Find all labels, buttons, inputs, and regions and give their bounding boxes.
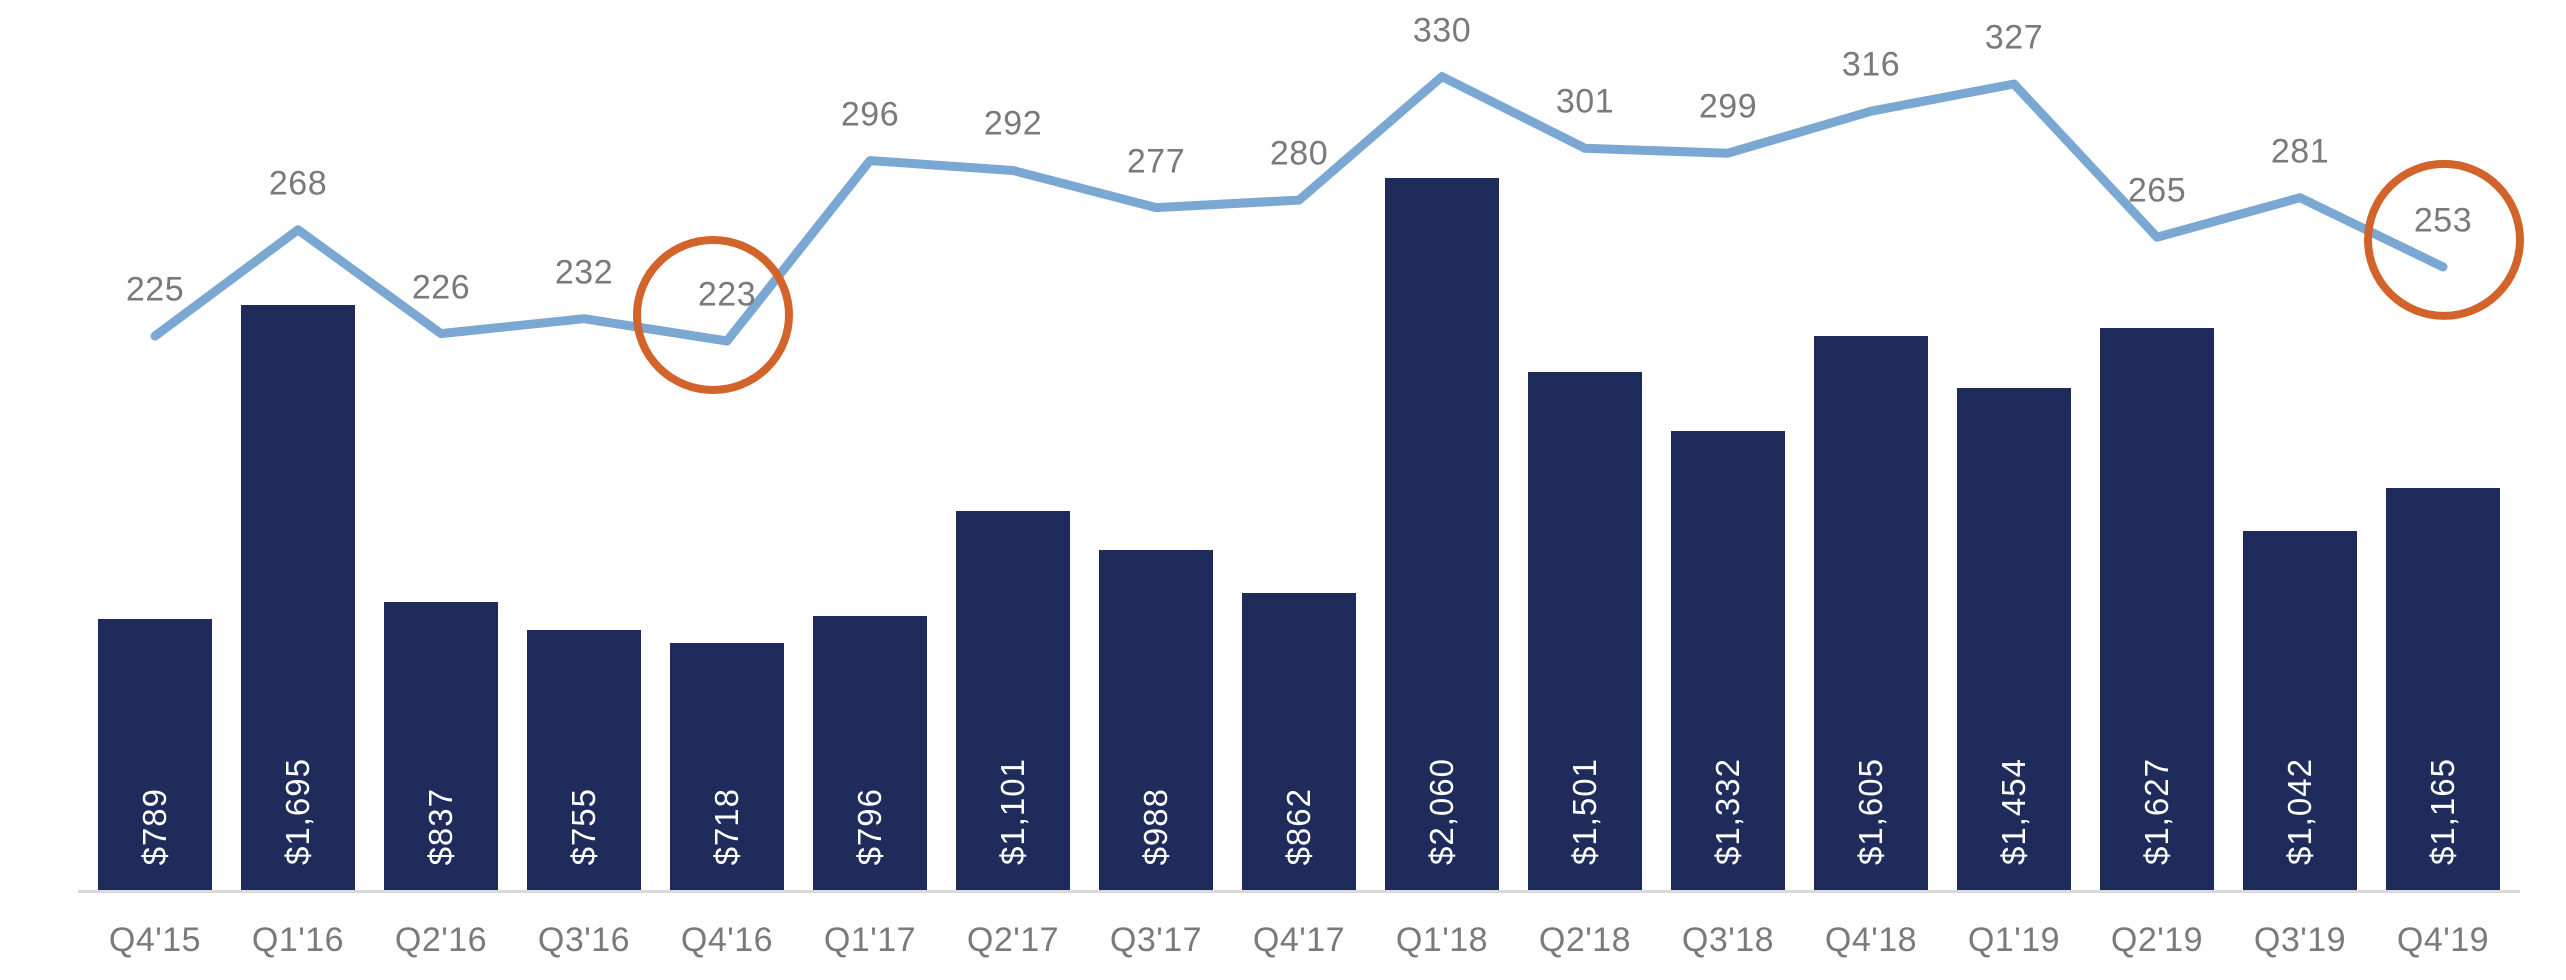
bar-value-label: $1,165 [2424, 758, 2461, 865]
bar: $988 [1099, 550, 1213, 892]
x-axis-label: Q1'19 [1967, 921, 2061, 959]
x-axis-line [78, 890, 2520, 893]
x-axis-label: Q4'16 [680, 921, 774, 959]
line-value-label: 223 [697, 275, 757, 314]
x-axis-label: Q2'19 [2110, 921, 2204, 959]
x-axis-label: Q2'18 [1538, 921, 1632, 959]
line-value-label: 292 [983, 104, 1043, 143]
bar-value-label: $988 [1137, 787, 1174, 865]
bar: $789 [98, 619, 212, 892]
x-axis-label: Q4'17 [1252, 921, 1346, 959]
x-axis-label: Q2'16 [394, 921, 488, 959]
line-value-label: 226 [411, 268, 471, 307]
bar-value-label: $1,101 [994, 758, 1031, 865]
line-value-label: 327 [1984, 18, 2044, 57]
line-value-label: 299 [1698, 87, 1758, 126]
bar: $1,332 [1671, 431, 1785, 892]
line-value-label: 225 [125, 270, 185, 309]
bar-value-label: $1,695 [279, 758, 316, 865]
bar-value-label: $1,605 [1852, 758, 1889, 865]
bar-value-label: $755 [565, 787, 602, 865]
bar: $1,695 [241, 305, 355, 892]
bar: $1,454 [1957, 388, 2071, 892]
x-axis-label: Q1'17 [823, 921, 917, 959]
bar: $1,042 [2243, 531, 2357, 892]
x-axis-label: Q3'17 [1109, 921, 1203, 959]
line-value-label: 277 [1126, 142, 1186, 181]
bar-value-label: $718 [708, 787, 745, 865]
bar-value-label: $1,042 [2281, 758, 2318, 865]
line-value-label: 316 [1841, 45, 1901, 84]
bar-value-label: $796 [851, 787, 888, 865]
line-value-label: 268 [268, 164, 328, 203]
x-axis-label: Q3'18 [1681, 921, 1775, 959]
line-value-label: 265 [2127, 171, 2187, 210]
highlight-circle [633, 236, 793, 394]
bar: $755 [527, 630, 641, 892]
bar-value-label: $1,332 [1709, 758, 1746, 865]
bar: $2,060 [1385, 178, 1499, 892]
bar: $796 [813, 616, 927, 892]
bar-value-label: $789 [136, 787, 173, 865]
bar: $862 [1242, 593, 1356, 892]
bar: $837 [384, 602, 498, 892]
x-axis-label: Q2'17 [966, 921, 1060, 959]
x-axis-label: Q3'16 [537, 921, 631, 959]
x-axis-label: Q4'19 [2396, 921, 2490, 959]
bar: $718 [670, 643, 784, 892]
bar-value-label: $1,501 [1566, 758, 1603, 865]
bar: $1,101 [956, 511, 1070, 892]
line-value-label: 280 [1269, 134, 1329, 173]
x-axis-label: Q4'18 [1824, 921, 1918, 959]
bar: $1,501 [1528, 372, 1642, 892]
bar: $1,605 [1814, 336, 1928, 892]
line-value-label: 301 [1555, 82, 1615, 121]
bar-value-label: $1,454 [1995, 758, 2032, 865]
bar: $1,627 [2100, 328, 2214, 892]
line-value-label: 253 [2413, 201, 2473, 240]
bar: $1,165 [2386, 488, 2500, 892]
line-value-label: 330 [1412, 11, 1472, 50]
x-axis-label: Q1'18 [1395, 921, 1489, 959]
x-axis-label: Q4'15 [108, 921, 202, 959]
x-axis-label: Q3'19 [2253, 921, 2347, 959]
line-value-label: 232 [554, 253, 614, 292]
line-value-label: 281 [2270, 132, 2330, 171]
x-axis-label: Q1'16 [251, 921, 345, 959]
trend-line [150, 72, 2448, 346]
bar-value-label: $1,627 [2138, 758, 2175, 865]
bar-value-label: $2,060 [1423, 758, 1460, 865]
line-value-label: 296 [840, 95, 900, 134]
bar-value-label: $837 [422, 787, 459, 865]
bar-value-label: $862 [1280, 787, 1317, 865]
